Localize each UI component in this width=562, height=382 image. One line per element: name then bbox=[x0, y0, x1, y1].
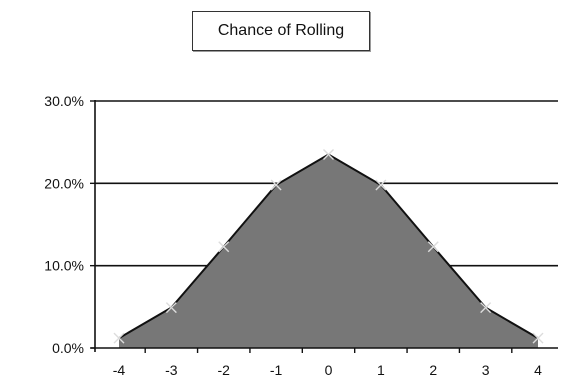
data-point-mark bbox=[270, 179, 282, 191]
data-point-mark bbox=[218, 241, 230, 253]
chart-title-box: Chance of Rolling bbox=[192, 11, 370, 51]
data-point-mark bbox=[427, 241, 439, 253]
x-tick-label-7: 3 bbox=[482, 362, 490, 378]
data-point-6 bbox=[427, 241, 439, 253]
data-point-mark bbox=[532, 332, 544, 344]
x-tick-label-3: -1 bbox=[270, 362, 283, 378]
x-tick-label-5: 1 bbox=[377, 362, 385, 378]
chart-title: Chance of Rolling bbox=[217, 22, 345, 39]
y-tick-label-2: 20.0% bbox=[44, 175, 84, 191]
x-tick-label-4: 0 bbox=[325, 362, 333, 378]
area-fill bbox=[119, 154, 538, 348]
tick-labels: 0.0% 10.0% 20.0% 30.0% -4 -3 -2 -1 0 1 2 3 4 bbox=[44, 93, 542, 378]
data-point-2 bbox=[218, 241, 230, 253]
data-point-1 bbox=[165, 302, 177, 314]
data-point-mark bbox=[375, 179, 387, 191]
x-tick-label-6: 2 bbox=[429, 362, 437, 378]
y-tick-label-1: 10.0% bbox=[44, 258, 84, 274]
data-markers bbox=[113, 149, 544, 344]
x-tick-label-2: -2 bbox=[218, 362, 231, 378]
y-tick-label-3: 30.0% bbox=[44, 93, 84, 109]
axes bbox=[90, 100, 558, 353]
data-point-mark bbox=[113, 332, 125, 344]
data-point-5 bbox=[375, 179, 387, 191]
data-point-mark bbox=[165, 302, 177, 314]
y-tick-label-0: 0.0% bbox=[52, 340, 84, 356]
x-tick-label-0: -4 bbox=[113, 362, 126, 378]
data-point-8 bbox=[532, 332, 544, 344]
data-point-mark bbox=[323, 149, 334, 161]
data-point-0 bbox=[113, 332, 125, 344]
data-point-3 bbox=[270, 179, 282, 191]
data-point-7 bbox=[480, 302, 492, 314]
data-point-4 bbox=[323, 149, 334, 161]
x-tick-label-1: -3 bbox=[165, 362, 178, 378]
data-point-mark bbox=[480, 302, 492, 314]
x-tick-label-8: 4 bbox=[534, 362, 542, 378]
